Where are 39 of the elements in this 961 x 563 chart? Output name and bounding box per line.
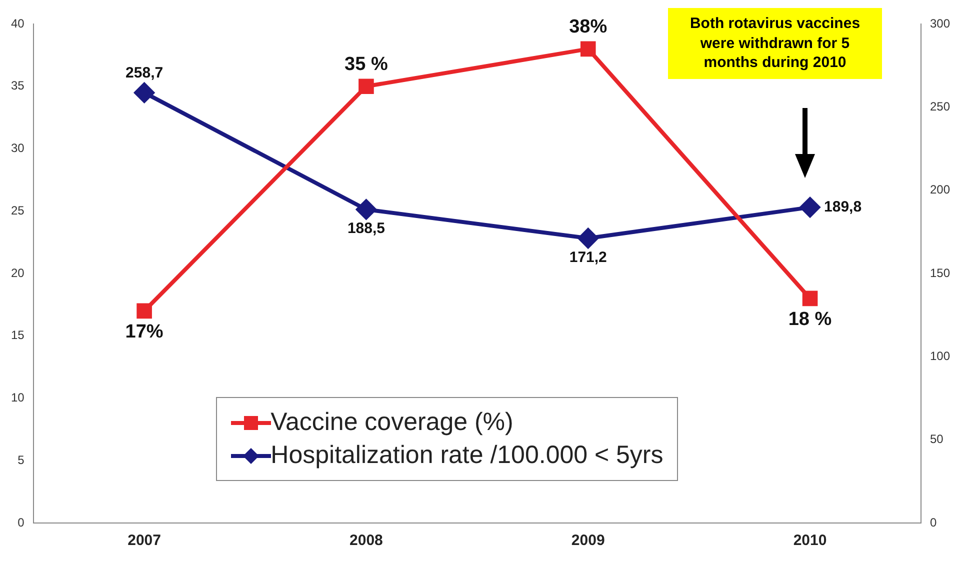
- data-label: 188,5: [347, 220, 385, 238]
- y-tick-label: 40: [10, 16, 25, 30]
- data-label: 35 %: [344, 54, 388, 76]
- y2-tick-label: 150: [930, 266, 950, 280]
- x-tick-label: 2008: [350, 532, 383, 550]
- point: [578, 228, 598, 248]
- y-tick-label: 25: [10, 203, 25, 218]
- point: [580, 41, 596, 57]
- y-tick-label: 15: [10, 328, 25, 342]
- y-tick-label: 10: [10, 390, 25, 405]
- y2-tick-label: 100: [930, 348, 950, 363]
- y2-tick-label: 200: [930, 182, 950, 197]
- legend-label: Vaccine coverage (%): [270, 408, 514, 437]
- point: [136, 303, 152, 319]
- y2-tick-label: 0: [930, 515, 937, 530]
- y-tick-label: 30: [10, 141, 25, 156]
- data-label: 18 %: [788, 309, 832, 330]
- data-label: 38%: [569, 16, 608, 38]
- data-label: 258,7: [126, 64, 164, 82]
- point: [800, 197, 820, 218]
- y-tick-label: 20: [10, 266, 25, 280]
- annotation: Both rotavirus vaccines were withdrawn for 5 months during 2010: [668, 8, 882, 78]
- point: [134, 82, 154, 103]
- data-label: 171,2: [569, 248, 607, 266]
- point: [802, 290, 818, 306]
- data-label: 17%: [125, 322, 164, 343]
- y2-tick-label: 50: [930, 432, 944, 446]
- y2-tick-label: 250: [930, 99, 950, 114]
- y-tick-label: 5: [18, 452, 25, 467]
- legend-label: Hospitalization rate /100.000 < 5yrs: [270, 441, 664, 470]
- data-label: 189,8: [824, 198, 862, 216]
- x-tick-label: 2007: [128, 532, 161, 550]
- y-tick-label: 35: [10, 78, 25, 93]
- point: [358, 78, 374, 94]
- x-tick-label: 2010: [793, 532, 827, 550]
- x-tick-label: 2009: [571, 532, 605, 550]
- y-tick-label: 0: [18, 515, 25, 530]
- y2-tick-label: 300: [930, 16, 950, 30]
- point: [356, 199, 376, 220]
